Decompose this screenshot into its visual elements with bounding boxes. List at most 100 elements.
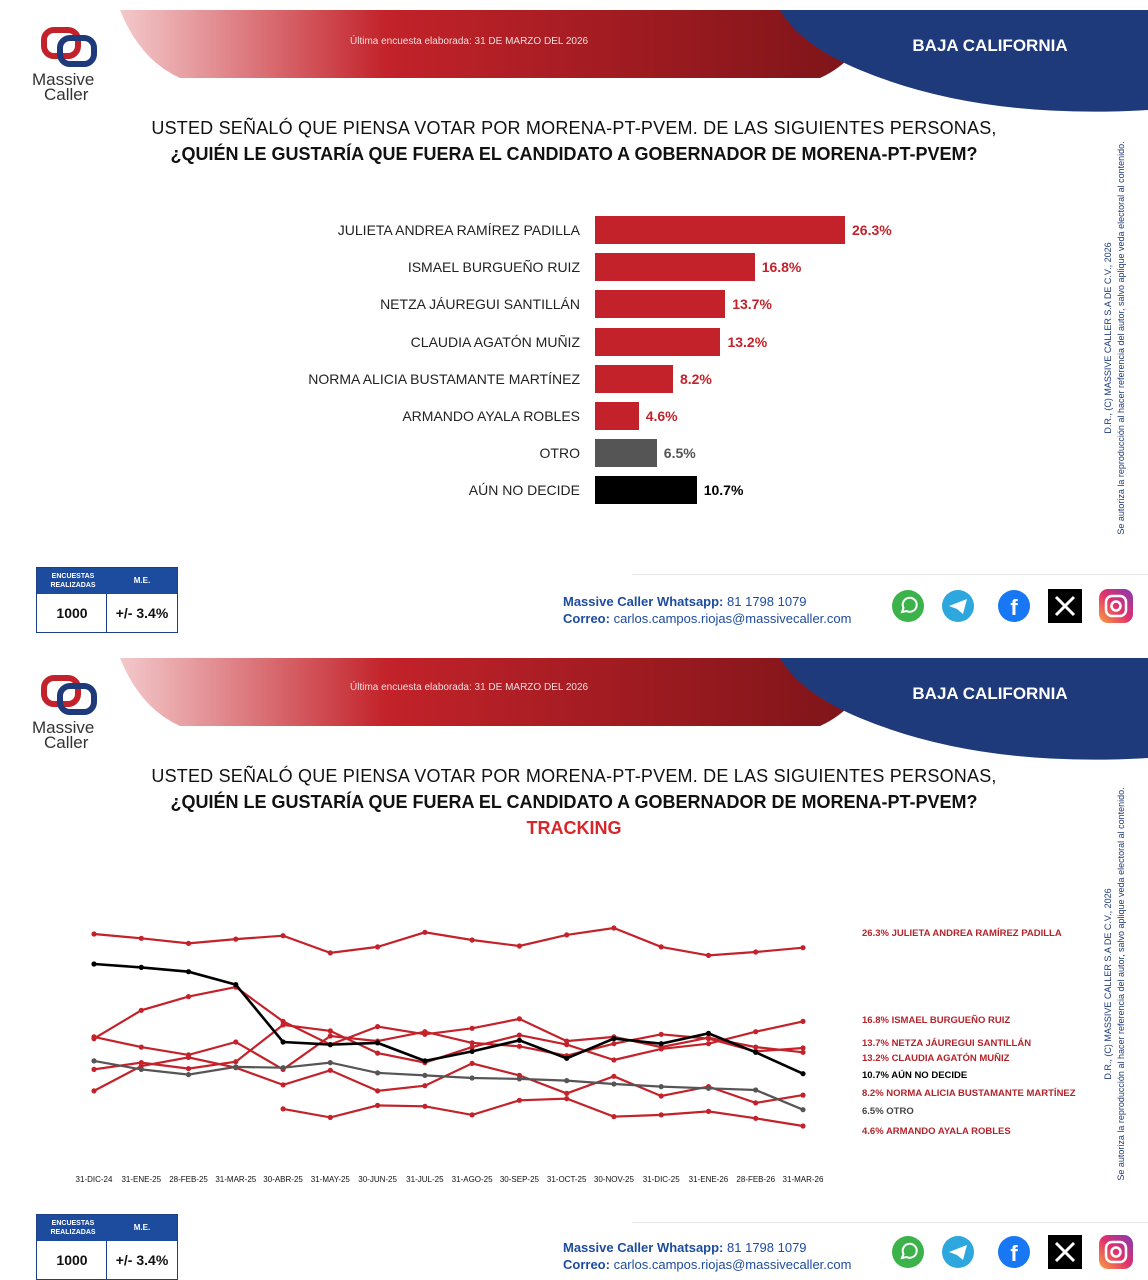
- logo-word-massive: Massive: [32, 70, 95, 89]
- x-tick-label: 28-FEB-26: [736, 1175, 775, 1184]
- copyright-line-1: D.R., (C) MASSIVE CALLER S.A DE C.V., 20…: [1103, 242, 1113, 434]
- series-point: [753, 1115, 759, 1121]
- series-point: [564, 932, 570, 938]
- series-point: [185, 969, 192, 975]
- series-point: [516, 1076, 523, 1082]
- series-label: 13.7% NETZA JÁUREGUI SANTILLÁN: [862, 1038, 1031, 1049]
- series-point: [705, 1030, 712, 1036]
- series-point: [375, 944, 381, 950]
- series-point: [185, 940, 192, 946]
- slide-bar-chart: Última encuesta elaborada: 31 DE MARZO D…: [24, 10, 1148, 633]
- facebook-icon[interactable]: f: [996, 588, 1032, 624]
- bar-label: AÚN NO DECIDE: [468, 482, 580, 498]
- x-tick-label: 31-MAR-26: [783, 1175, 824, 1184]
- logo-word-caller: Caller: [44, 733, 89, 752]
- series-point: [327, 950, 333, 956]
- x-tick-label: 31-JUL-25: [406, 1175, 444, 1184]
- series-point: [516, 1037, 523, 1043]
- series-point: [327, 1042, 333, 1048]
- series-point: [422, 1103, 428, 1109]
- series-line: [93, 926, 804, 957]
- bar: [595, 365, 673, 393]
- survey-count-header: ENCUESTAS REALIZADAS: [50, 1220, 96, 1236]
- telegram-icon[interactable]: [940, 588, 976, 624]
- survey-count-header: ENCUESTAS REALIZADAS: [50, 573, 96, 589]
- series-point: [233, 1064, 239, 1070]
- series-point: [658, 1084, 664, 1090]
- series-point: [516, 1097, 523, 1103]
- series-point: [753, 1029, 759, 1035]
- series-point: [185, 1066, 192, 1072]
- series-label: 16.8% ISMAEL BURGUEÑO RUIZ: [862, 1015, 1010, 1026]
- x-tick-label: 31-MAY-25: [311, 1175, 351, 1184]
- series-point: [469, 1075, 475, 1081]
- series-point: [91, 1088, 97, 1094]
- whatsapp-icon[interactable]: [890, 588, 926, 624]
- header-banner: [120, 658, 1148, 760]
- series-point: [611, 1041, 617, 1047]
- bar-label: NORMA ALICIA BUSTAMANTE MARTÍNEZ: [308, 371, 580, 387]
- series-point: [800, 1123, 806, 1129]
- series-point: [611, 1073, 617, 1079]
- x-icon[interactable]: [1047, 1234, 1083, 1270]
- bar-value-label: 13.2%: [727, 334, 768, 350]
- facebook-icon[interactable]: f: [996, 1234, 1032, 1270]
- bar: [595, 476, 697, 504]
- x-tick-label: 31-AGO-25: [452, 1175, 493, 1184]
- series-point: [658, 1112, 664, 1118]
- x-tick-label: 30-NOV-25: [594, 1175, 635, 1184]
- email-label: Correo:: [563, 611, 610, 626]
- instagram-icon[interactable]: [1098, 1234, 1134, 1270]
- series-point: [753, 1049, 759, 1055]
- bar-label: NETZA JÁUREGUI SANTILLÁN: [380, 296, 580, 312]
- series-point: [375, 1070, 381, 1076]
- series-point: [800, 945, 806, 951]
- bar: [595, 216, 845, 244]
- series-label: 13.2% CLAUDIA AGATÓN MUÑIZ: [862, 1052, 1010, 1064]
- bar-label: CLAUDIA AGATÓN MUÑIZ: [410, 334, 580, 350]
- survey-box-header: ENCUESTAS REALIZADAS M.E.: [37, 1215, 177, 1241]
- series-line: [93, 985, 804, 1054]
- bar-label: JULIETA ANDREA RAMÍREZ PADILLA: [337, 222, 580, 238]
- x-tick-label: 31-DIC-25: [643, 1175, 680, 1184]
- question-line-1: USTED SEÑALÓ QUE PIENSA VOTAR POR MORENA…: [151, 118, 997, 138]
- series-point: [138, 1007, 144, 1013]
- survey-date: Última encuesta elaborada: 31 DE MARZO D…: [350, 36, 589, 47]
- series-point: [327, 1028, 333, 1034]
- series-point: [375, 1040, 381, 1046]
- massive-caller-logo: Massive Caller: [24, 20, 120, 110]
- series-point: [280, 1082, 286, 1088]
- margin-error-header: M.E.: [133, 576, 151, 585]
- series-point: [564, 1055, 570, 1061]
- telegram-icon[interactable]: [940, 1234, 976, 1270]
- series-point: [611, 1081, 617, 1087]
- series-point: [91, 1066, 97, 1072]
- email-address: carlos.campos.riojas@massivecaller.com: [613, 1257, 852, 1272]
- series-label: 26.3% JULIETA ANDREA RAMÍREZ PADILLA: [862, 928, 1062, 939]
- series-point: [375, 1050, 381, 1056]
- series-point: [422, 929, 428, 935]
- question-line-2: ¿QUIÉN LE GUSTARÍA QUE FUERA EL CANDIDAT…: [170, 144, 978, 164]
- margin-error-header: M.E.: [133, 1223, 151, 1232]
- series-point: [516, 943, 523, 949]
- instagram-icon[interactable]: [1098, 588, 1134, 624]
- series-point: [611, 925, 617, 931]
- x-tick-label: 30-ABR-25: [263, 1175, 303, 1184]
- whatsapp-number: 81 1798 1079: [727, 1240, 807, 1255]
- whatsapp-contact: Massive Caller Whatsapp: 81 1798 1079: [563, 594, 807, 609]
- series-point: [469, 1040, 475, 1046]
- series-point: [658, 1041, 664, 1047]
- series-point: [280, 1039, 286, 1045]
- series-point: [800, 1018, 806, 1024]
- series-point: [753, 1087, 759, 1093]
- x-tick-label: 30-SEP-25: [500, 1175, 540, 1184]
- series-point: [611, 1036, 617, 1042]
- series-point: [327, 1067, 333, 1073]
- series-point: [375, 1102, 381, 1108]
- whatsapp-icon[interactable]: [890, 1234, 926, 1270]
- svg-text:f: f: [1010, 595, 1018, 620]
- series-label: 8.2% NORMA ALICIA BUSTAMANTE MARTÍNEZ: [862, 1088, 1076, 1099]
- bar: [595, 402, 639, 430]
- x-icon[interactable]: [1047, 588, 1083, 624]
- series-point: [327, 1033, 333, 1039]
